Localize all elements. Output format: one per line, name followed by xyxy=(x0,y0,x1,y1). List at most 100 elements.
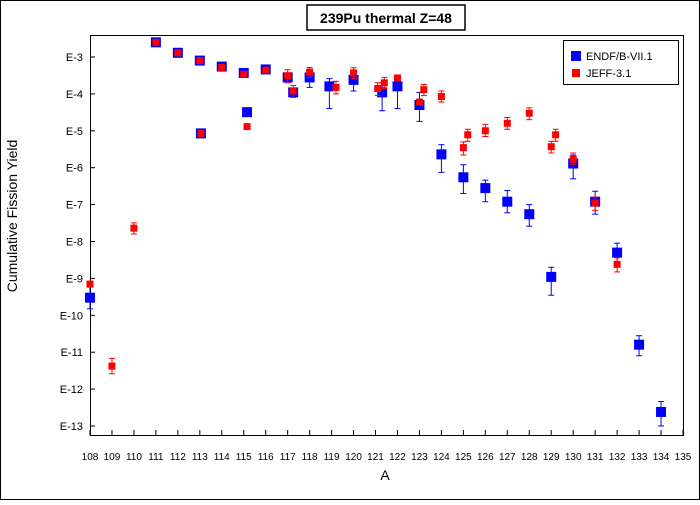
data-point xyxy=(552,131,560,139)
x-tick-label: 118 xyxy=(302,452,318,463)
x-tick-label: 116 xyxy=(258,452,274,463)
data-point xyxy=(324,81,335,92)
x-tick-label: 111 xyxy=(148,452,164,463)
x-tick-label: 108 xyxy=(82,452,99,463)
data-point xyxy=(415,98,423,106)
legend-marker-endf xyxy=(571,51,581,61)
title-frame xyxy=(306,4,466,31)
data-point xyxy=(569,155,577,163)
data-point xyxy=(458,172,469,183)
y-axis: E-3 E-4 E-5 E-6 E-7 E-8 E-9 E-10 E-11 E-12 E-13 xyxy=(60,52,95,433)
series-layer xyxy=(85,37,667,427)
x-tick-label: 135 xyxy=(675,452,692,463)
x-tick-label: 124 xyxy=(433,452,450,463)
data-point xyxy=(459,144,467,152)
legend-marker-jeff xyxy=(572,69,580,77)
legend-label-endf: ENDF/B-VII.1 xyxy=(586,51,653,63)
data-point xyxy=(350,69,358,77)
legend-label-jeff: JEFF-3.1 xyxy=(586,68,631,80)
data-point xyxy=(218,63,226,71)
x-tick-label: 110 xyxy=(126,452,142,463)
x-tick-label: 129 xyxy=(543,452,560,463)
x-tick-label: 125 xyxy=(455,452,472,463)
data-point xyxy=(525,109,533,117)
y-tick-label: E-3 xyxy=(66,52,83,64)
data-point xyxy=(243,123,251,131)
y-tick-label: E-4 xyxy=(66,89,83,101)
x-tick-label: 112 xyxy=(170,452,186,463)
data-point xyxy=(332,83,340,91)
data-point xyxy=(306,68,314,76)
x-tick-label: 123 xyxy=(411,452,428,463)
data-point xyxy=(242,107,253,118)
x-tick-label: 114 xyxy=(214,452,230,463)
data-point xyxy=(284,72,292,80)
x-tick-label: 121 xyxy=(367,452,384,463)
x-tick-label: 127 xyxy=(499,452,516,463)
data-point xyxy=(348,74,359,85)
x-tick-label: 120 xyxy=(345,452,362,463)
data-point xyxy=(547,143,555,151)
title-box: 239Pu thermal Z=48 xyxy=(306,4,466,31)
y-tick-label: E-11 xyxy=(61,347,83,359)
x-tick-label: 126 xyxy=(477,452,494,463)
x-tick-label: 122 xyxy=(389,452,406,463)
data-point xyxy=(612,247,623,258)
data-point xyxy=(656,406,667,417)
data-point xyxy=(524,209,535,220)
data-point xyxy=(420,86,428,94)
y-axis-label: Cumulative Fission Yield xyxy=(4,140,20,293)
data-point xyxy=(377,87,388,98)
x-tick-label: 130 xyxy=(565,452,582,463)
x-tick-label: 109 xyxy=(104,452,121,463)
x-tick-label: 119 xyxy=(324,452,340,463)
x-tick-label: 132 xyxy=(609,452,626,463)
data-point xyxy=(436,149,447,160)
y-tick-label: E-5 xyxy=(66,126,83,138)
x-tick-label: 117 xyxy=(280,452,296,463)
data-point xyxy=(613,260,621,268)
y-tick-label: E-7 xyxy=(66,200,83,212)
data-point xyxy=(634,339,645,350)
plot-area xyxy=(90,35,684,436)
legend-frame xyxy=(563,40,679,85)
y-tick-label: E-6 xyxy=(66,163,83,175)
data-point xyxy=(464,131,472,139)
data-point xyxy=(174,49,182,57)
series-jeff-3-1 xyxy=(86,38,621,375)
data-point xyxy=(380,79,388,87)
y-tick-label: E-8 xyxy=(66,237,83,249)
data-point xyxy=(591,199,599,207)
x-tick-label: 128 xyxy=(521,452,538,463)
data-point xyxy=(130,224,138,232)
data-point xyxy=(197,129,205,137)
data-point xyxy=(374,85,382,93)
data-point xyxy=(393,74,401,82)
x-tick-label: 134 xyxy=(653,452,670,463)
data-point xyxy=(392,81,403,92)
y-tick-label: E-10 xyxy=(60,310,83,322)
y-tick-label: E-12 xyxy=(60,384,83,396)
x-axis-label: A xyxy=(380,467,390,483)
chart-title: 239Pu thermal Z=48 xyxy=(320,10,452,26)
x-tick-label: 133 xyxy=(631,452,648,463)
data-point xyxy=(85,292,95,303)
y-tick-label: E-9 xyxy=(66,273,83,285)
x-axis: 108 109 110 111 112 113 114 115 116 117 118 119 120 1… xyxy=(82,430,692,463)
data-point xyxy=(502,196,513,207)
data-point xyxy=(481,127,489,135)
data-point xyxy=(152,38,160,46)
data-point xyxy=(480,183,491,194)
x-tick-label: 113 xyxy=(192,452,208,463)
x-tick-label: 115 xyxy=(236,452,252,463)
legend: ENDF/B-VII.1 JEFF-3.1 xyxy=(563,40,679,85)
data-point xyxy=(262,66,270,74)
data-point xyxy=(546,271,557,282)
data-point xyxy=(86,280,94,288)
data-point xyxy=(196,57,204,65)
data-point xyxy=(437,93,445,101)
x-tick-label: 131 xyxy=(587,452,604,463)
data-point xyxy=(240,70,248,78)
